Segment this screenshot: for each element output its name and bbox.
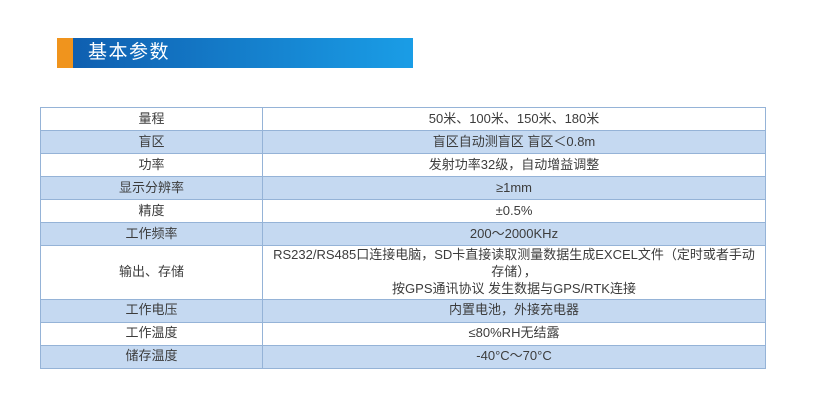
row-value: -40°C～70°C xyxy=(262,344,766,369)
header-bar: 基本参数 xyxy=(73,38,413,68)
row-label: 工作温度 xyxy=(40,321,263,346)
table-row: 量程 50米、100米、150米、180米 xyxy=(40,107,766,131)
row-value: 200～2000KHz xyxy=(262,222,766,246)
row-label: 功率 xyxy=(40,153,263,177)
basic-parameters-table: 量程 50米、100米、150米、180米 盲区 盲区自动测盲区 盲区＜0.8m… xyxy=(40,107,766,369)
row-value: 内置电池，外接充电器 xyxy=(262,298,766,323)
row-label: 精度 xyxy=(40,199,263,223)
table-row: 储存温度 -40°C～70°C xyxy=(40,344,766,369)
section-header: 基本参数 xyxy=(57,38,413,68)
table-row: 输出、存储 RS232/RS485口连接电脑，SD卡直接读取测量数据生成EXCE… xyxy=(40,245,766,300)
row-label: 工作频率 xyxy=(40,222,263,246)
table-row: 盲区 盲区自动测盲区 盲区＜0.8m xyxy=(40,130,766,154)
table-row: 精度 ±0.5% xyxy=(40,199,766,223)
row-value: ≤80%RH无结露 xyxy=(262,321,766,346)
row-value: 50米、100米、150米、180米 xyxy=(262,107,766,131)
page-title: 基本参数 xyxy=(88,41,171,63)
row-value: 盲区自动测盲区 盲区＜0.8m xyxy=(262,130,766,154)
row-value: ±0.5% xyxy=(262,199,766,223)
row-label: 工作电压 xyxy=(40,298,263,323)
row-label: 输出、存储 xyxy=(40,245,263,300)
table-row: 工作电压 内置电池，外接充电器 xyxy=(40,298,766,323)
table-row: 显示分辨率 ≥1mm xyxy=(40,176,766,200)
row-value: RS232/RS485口连接电脑，SD卡直接读取测量数据生成EXCEL文件（定时… xyxy=(262,245,766,300)
row-value: 发射功率32级，自动增益调整 xyxy=(262,153,766,177)
row-label: 盲区 xyxy=(40,130,263,154)
row-label: 显示分辨率 xyxy=(40,176,263,200)
table-row: 工作温度 ≤80%RH无结露 xyxy=(40,321,766,346)
table-row: 功率 发射功率32级，自动增益调整 xyxy=(40,153,766,177)
table-row: 工作频率 200～2000KHz xyxy=(40,222,766,246)
orange-accent-square xyxy=(57,38,73,68)
row-label: 量程 xyxy=(40,107,263,131)
row-label: 储存温度 xyxy=(40,344,263,369)
row-value: ≥1mm xyxy=(262,176,766,200)
